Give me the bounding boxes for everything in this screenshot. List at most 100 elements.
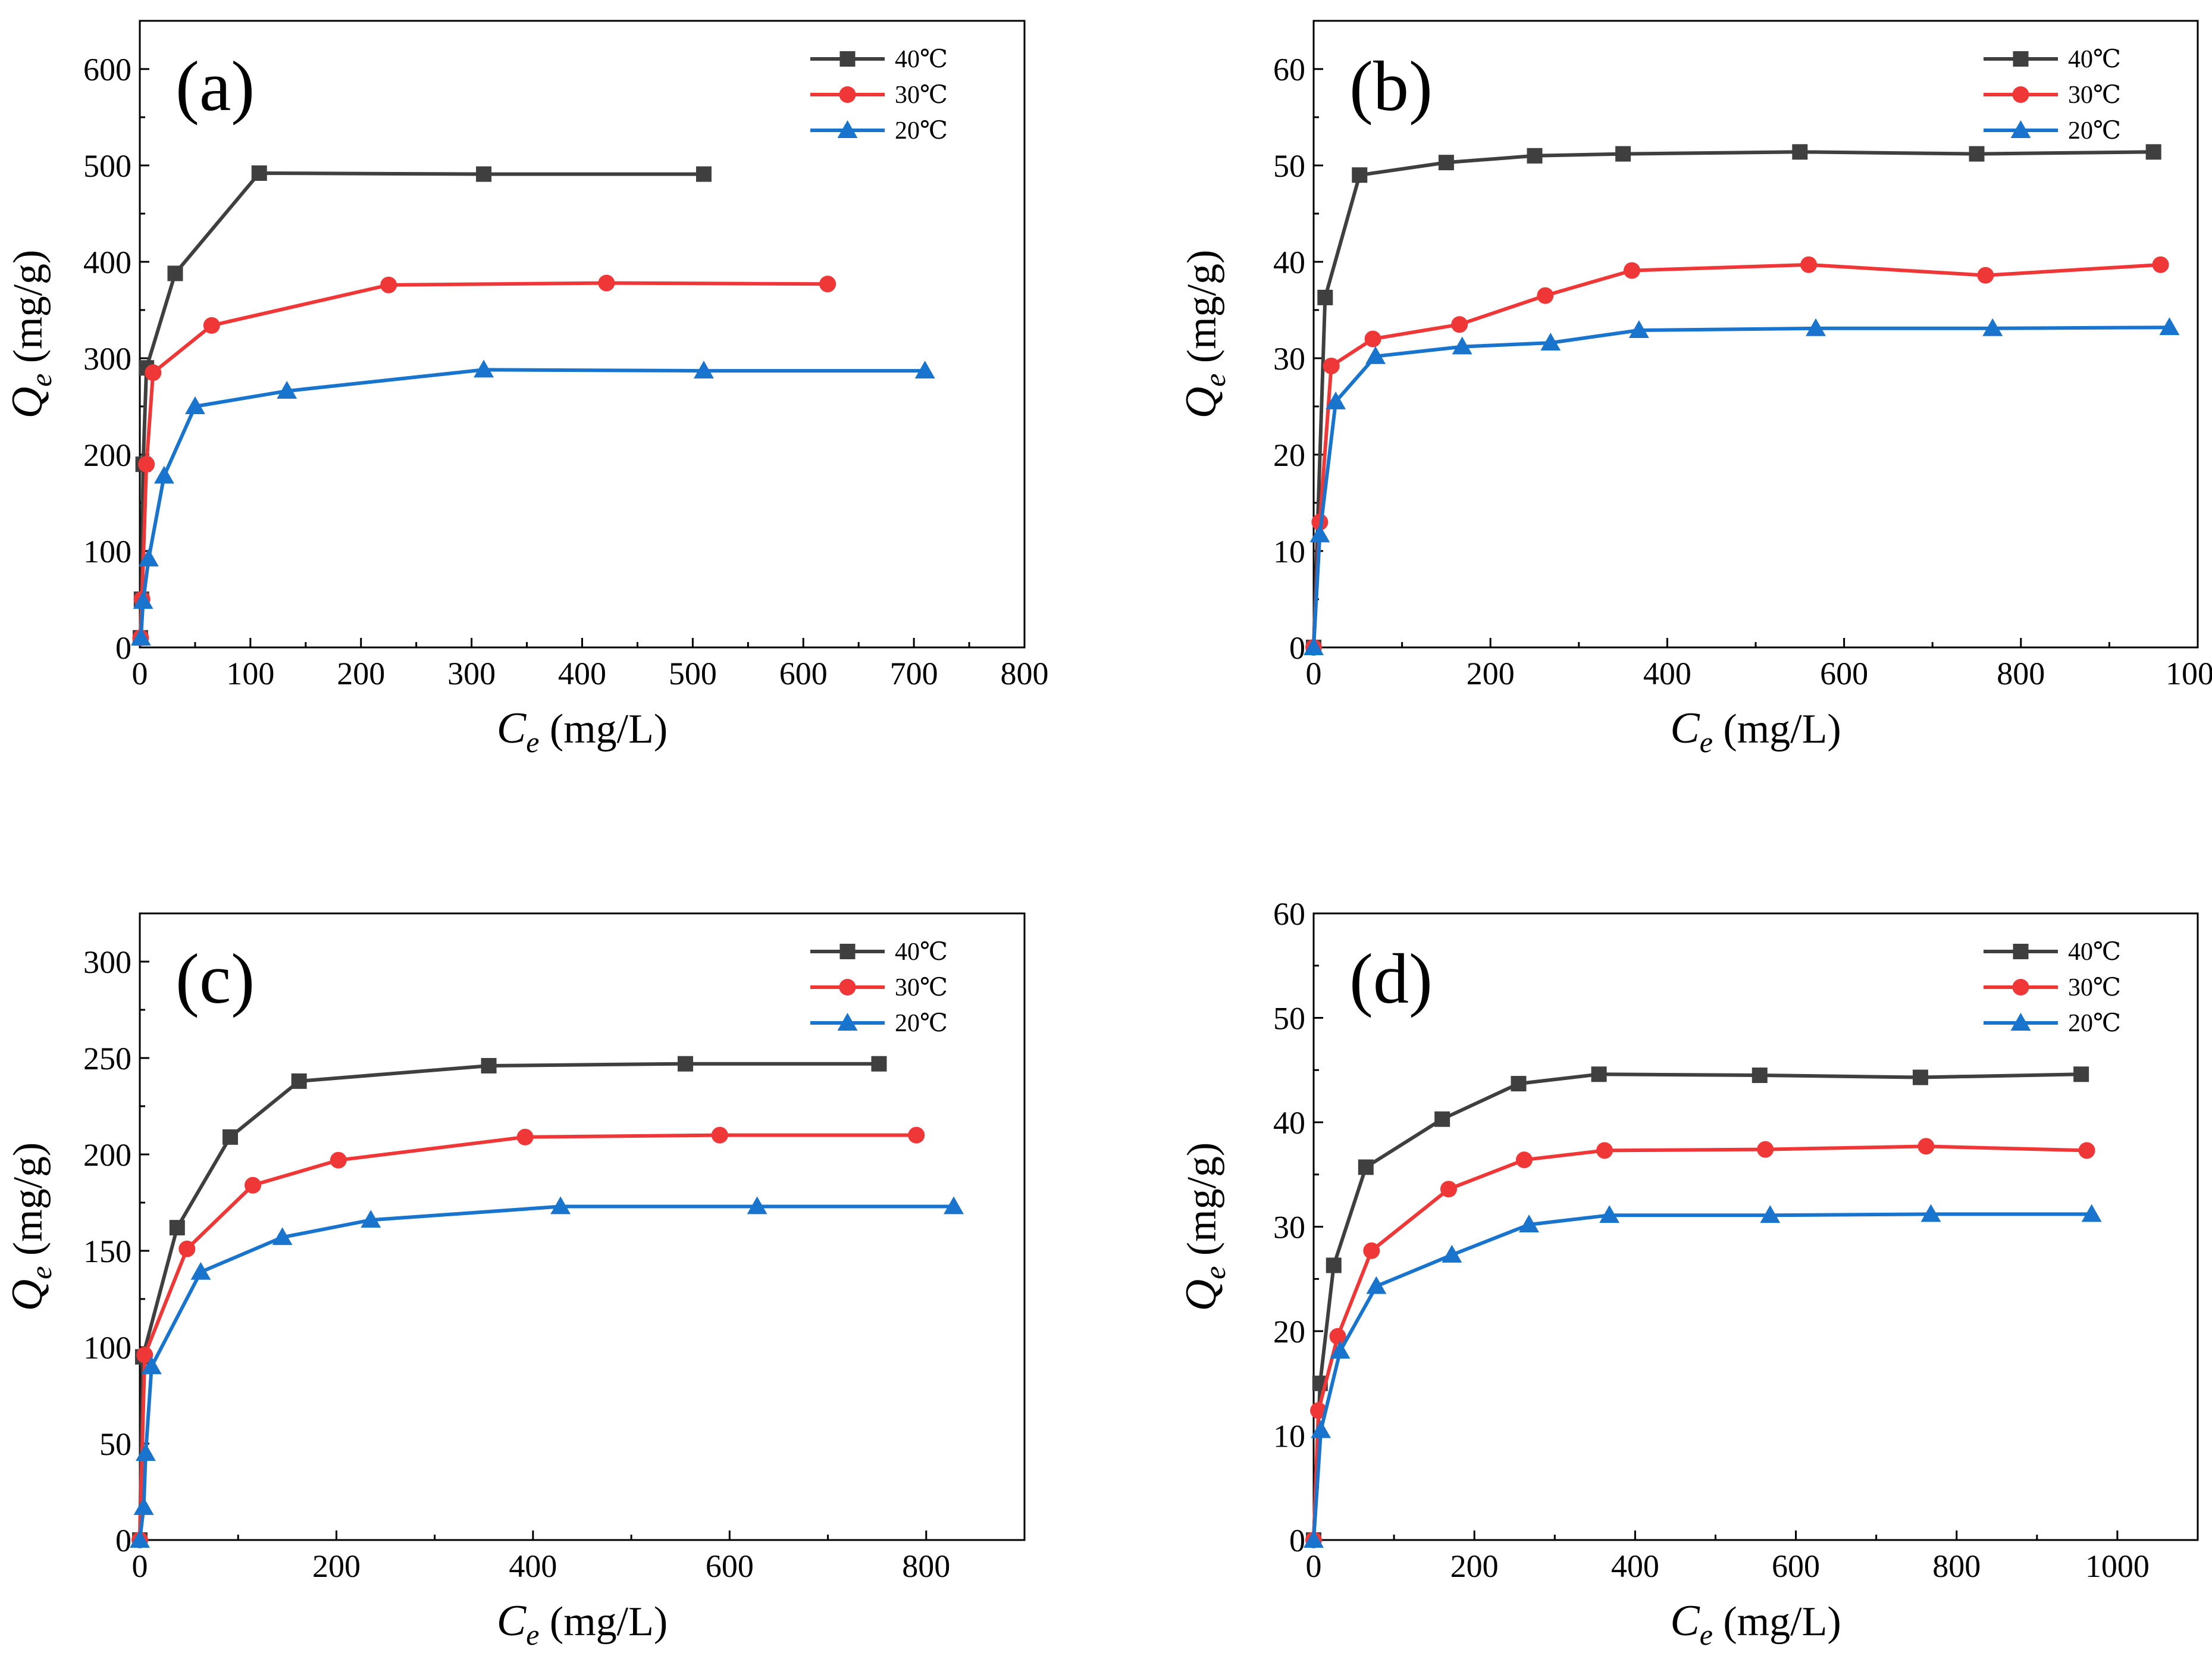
data-point (1628, 320, 1649, 338)
data-point (695, 166, 712, 182)
legend: 40℃ 30℃ 20℃ (810, 938, 948, 1037)
data-point (474, 359, 494, 378)
x-tick-label: 0 (1306, 1548, 1322, 1584)
data-point (184, 396, 205, 414)
x-tick-label: 0 (132, 1548, 148, 1584)
y-tick-label: 40 (1273, 245, 1305, 280)
series-line (139, 281, 828, 638)
data-point (944, 1196, 964, 1215)
data-point (145, 364, 162, 381)
x-tick-label: 500 (669, 656, 717, 691)
data-point (1317, 289, 1333, 305)
x-tick-label: 200 (312, 1548, 361, 1584)
x-tick-label: 800 (902, 1548, 950, 1584)
data-point (1527, 148, 1543, 164)
legend-marker (839, 86, 856, 103)
panel-a: 0 100 200 300 400 500 600 700 800 0 100 200 300 400 50… (3, 20, 1049, 759)
legend-label: 20℃ (895, 117, 948, 145)
x-tick-label: 400 (1611, 1548, 1659, 1584)
x-tick-label: 800 (1001, 656, 1049, 691)
panel-label: (c) (176, 939, 255, 1018)
series-2 (130, 1196, 964, 1548)
y-axis-label: Qe (mg/g) (1177, 1143, 1232, 1312)
legend-label: 20℃ (2068, 1010, 2121, 1037)
data-point (1365, 346, 1386, 364)
y-tick-label: 400 (83, 245, 131, 280)
series-line (138, 1062, 879, 1541)
series-line (138, 1204, 954, 1541)
data-point (2159, 317, 2180, 336)
data-point (1352, 167, 1368, 183)
data-point (1596, 1142, 1613, 1159)
data-point (914, 361, 935, 379)
x-tick-label: 600 (1772, 1548, 1820, 1584)
data-point (1615, 146, 1631, 162)
data-point (361, 1210, 381, 1228)
y-tick-label: 60 (1273, 52, 1305, 87)
legend: 40℃ 30℃ 20℃ (810, 46, 948, 145)
y-tick-label: 150 (83, 1234, 131, 1269)
y-tick-label: 0 (1289, 1523, 1305, 1558)
panel-label: (b) (1349, 46, 1433, 126)
x-tick-label: 600 (706, 1548, 754, 1584)
x-axis-label: Ce (mg/L) (497, 1597, 668, 1651)
x-axis-label: Ce (mg/L) (1670, 704, 1841, 759)
y-tick-label: 100 (83, 1330, 131, 1366)
y-tick-label: 50 (1273, 148, 1305, 184)
x-tick-label: 800 (1932, 1548, 1981, 1584)
data-point (1806, 318, 1826, 336)
data-point (1452, 336, 1472, 355)
x-tick-label: 700 (890, 656, 938, 691)
y-tick-label: 0 (1289, 630, 1305, 666)
legend-marker (839, 51, 856, 67)
data-point (2078, 1142, 2095, 1159)
legend-marker (837, 120, 858, 138)
y-tick-label: 30 (1273, 341, 1305, 377)
data-point (1451, 316, 1468, 333)
legend-marker (839, 979, 856, 996)
x-tick-label: 0 (1306, 656, 1322, 691)
x-tick-label: 1000 (2166, 656, 2212, 691)
legend-label: 40℃ (895, 938, 948, 966)
series-line (138, 1133, 917, 1541)
y-tick-label: 10 (1273, 1419, 1305, 1454)
series-2 (130, 359, 935, 646)
data-point (1515, 1151, 1533, 1169)
series-line (1312, 325, 2170, 648)
data-point (203, 317, 220, 334)
data-point (223, 1129, 239, 1145)
legend-label: 30℃ (895, 82, 948, 109)
legend-label: 40℃ (2068, 938, 2121, 966)
legend-label: 30℃ (2068, 82, 2121, 109)
data-point (272, 1227, 293, 1245)
panel-label: (a) (176, 46, 255, 126)
data-point (1304, 1530, 1324, 1548)
series-line (1312, 262, 2161, 648)
data-point (598, 274, 615, 292)
data-point (133, 591, 153, 609)
data-point (1326, 391, 1346, 409)
data-point (2152, 256, 2169, 273)
legend-label: 40℃ (895, 46, 948, 73)
panel-d: 0 200 400 600 800 1000 0 10 20 30 40 50 60 Ce (mg/L) Q… (1177, 896, 2199, 1651)
data-point (481, 1057, 497, 1073)
data-point (1537, 287, 1554, 304)
x-tick-label: 600 (1820, 656, 1868, 691)
data-point (1311, 1420, 1331, 1438)
legend-label: 40℃ (2068, 46, 2121, 73)
data-point (2145, 144, 2161, 160)
data-point (1969, 146, 1985, 162)
y-tick-label: 20 (1273, 437, 1305, 473)
data-point (550, 1196, 571, 1215)
legend-label: 30℃ (2068, 974, 2121, 1001)
data-point (136, 1346, 153, 1363)
data-point (1323, 357, 1340, 374)
x-tick-label: 1000 (2085, 1548, 2150, 1584)
series-line (1312, 1144, 2087, 1541)
data-point (1912, 1069, 1928, 1085)
data-point (1599, 1205, 1620, 1223)
data-point (1757, 1141, 1774, 1158)
data-point (167, 265, 183, 281)
data-point (138, 549, 159, 566)
